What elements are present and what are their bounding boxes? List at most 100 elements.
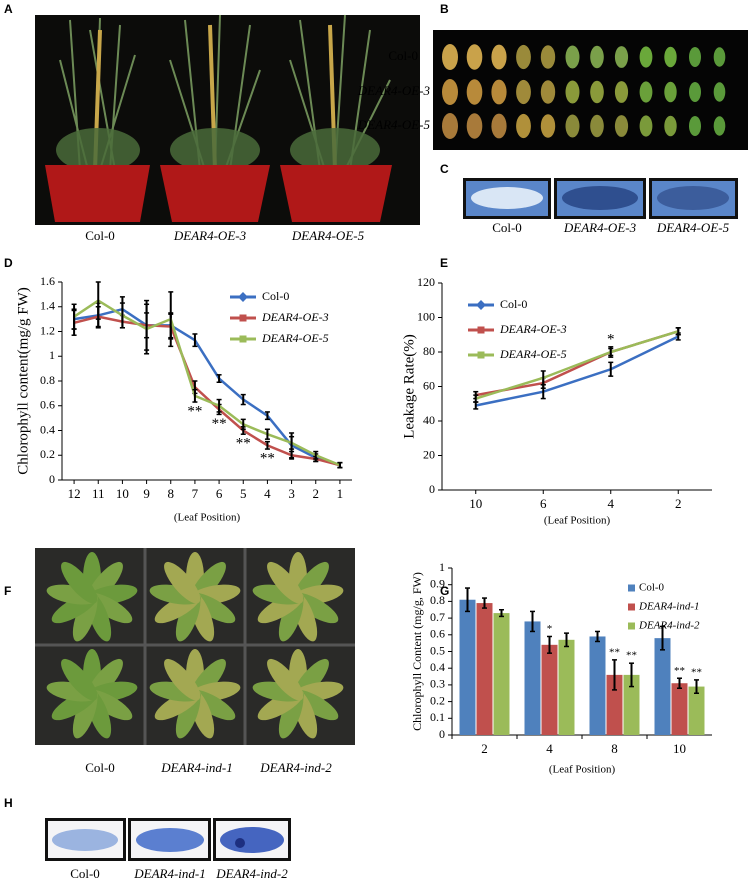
y-tick-label: 0.5 [430,643,445,657]
leaf [713,47,726,67]
legend-label: DEAR4-ind-2 [638,620,700,632]
y-tick-label: 100 [417,309,435,323]
caption: DEAR4-ind-2 [215,866,288,881]
x-axis-label: (Leaf Position) [174,512,241,524]
row-label: DEAR4-OE-5 [357,117,431,132]
legend-label: DEAR4-ind-1 [638,601,699,613]
y-tick-label: 0.8 [430,593,445,607]
caption: Col-0 [70,866,100,881]
leaf [442,79,458,105]
leaf [639,115,653,137]
panel-letter: E [440,256,448,270]
bar [476,603,493,735]
significance-mark: ** [187,403,202,419]
x-tick-label: 1 [337,486,344,501]
leaf [565,114,580,138]
rosette-leaf [61,658,98,701]
leaf [466,44,483,70]
legend-label: Col-0 [500,297,527,311]
x-axis-label: (Leaf Position) [549,764,616,776]
bar [459,599,476,735]
x-tick-label: 2 [675,496,682,511]
legend-marker [476,300,486,310]
caption: DEAR4-ind-1 [160,760,232,775]
x-tick-label: 11 [92,486,105,501]
leaf [540,45,556,69]
x-tick-label: 2 [481,741,488,756]
panel-letter: B [440,2,449,16]
legend-marker [239,314,247,322]
y-tick-label: 0.8 [40,373,55,387]
leaf [491,79,507,105]
leaf [664,81,677,103]
y-tick-label: 1.2 [40,323,55,337]
significance-mark: ** [260,451,275,467]
leaf [639,46,653,68]
photo-plants [35,14,420,225]
y-tick-label: 0 [429,482,435,496]
x-tick-label: 7 [192,486,199,501]
legend-swatch [628,622,635,630]
leaf [713,82,726,102]
leaf [590,80,604,104]
bar [541,644,558,735]
legend-swatch [628,603,635,611]
x-tick-label: 8 [611,741,618,756]
x-axis-label: (Leaf Position) [544,515,611,527]
leaf [442,44,458,70]
y-tick-label: 0 [439,727,445,741]
leaf [639,81,653,103]
legend-label: DEAR4-OE-3 [499,322,567,336]
x-tick-label: 10 [469,496,482,511]
photo-stained-leaves [45,818,291,861]
x-tick-label: 4 [608,496,615,511]
caption: DEAR4-OE-3 [563,220,637,235]
line [73,315,341,467]
significance-mark: ** [626,650,637,662]
leaf [565,45,580,69]
leaf-rows [442,44,726,139]
x-tick-label: 10 [116,486,129,501]
line [73,299,341,467]
leaf [614,81,629,103]
panel-letter: D [4,256,13,270]
leaf [590,114,604,138]
bar [524,621,541,735]
legend-label: DEAR4-OE-3 [261,310,329,324]
rosette-leaf [267,561,304,604]
rosettes [46,552,344,739]
y-tick-label: 40 [423,413,435,427]
y-tick-label: 80 [423,344,435,358]
rosette-leaf [61,561,98,604]
significance-mark: ** [212,416,227,432]
bar [558,639,575,735]
leaf [516,79,531,105]
bar [654,638,671,735]
y-tick-label: 120 [417,275,435,289]
y-tick-label: 0.6 [430,627,445,641]
caption: Col-0 [85,228,115,243]
bar [688,686,705,735]
caption: DEAR4-ind-2 [259,760,332,775]
y-tick-label: 1 [439,560,445,574]
y-tick-label: 1.6 [40,274,55,288]
bar [493,613,510,735]
panel-letter: G [440,584,449,598]
y-tick-label: 0.6 [40,398,55,412]
legend-swatch [628,584,635,592]
leaf [516,113,531,139]
row-label: DEAR4-OE-3 [357,83,431,98]
leaf [442,113,458,139]
x-tick-label: 8 [168,486,175,501]
caption: DEAR4-ind-1 [133,866,205,881]
y-tick-label: 0.7 [430,610,445,624]
x-tick-label: 3 [288,486,295,501]
leaf [540,114,556,138]
leaf [614,46,629,68]
photo-stained-leaves [463,178,738,219]
y-axis-label: Chlorophyll Content (mg/g, FW) [410,572,424,731]
leaf [466,113,483,139]
y-tick-label: 1 [49,348,55,362]
y-axis-label: Leakage Rate(%) [401,334,417,439]
